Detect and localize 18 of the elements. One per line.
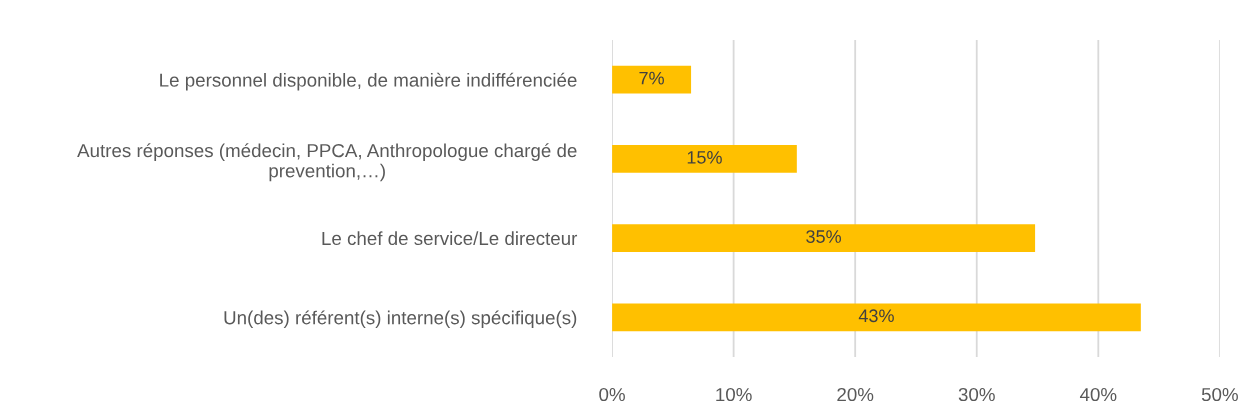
data-label: 15% <box>687 151 722 164</box>
bar <box>612 65 692 94</box>
x-tick-label: 40% <box>1079 387 1117 401</box>
data-label: 7% <box>639 71 664 85</box>
x-tick-label: 30% <box>958 387 995 401</box>
y-tick-label: Le personnel disponible, de manière indifférenciée <box>160 72 577 91</box>
bar <box>612 145 797 173</box>
y-tick-label: Autres réponses (médecin, PPCA, Anthropologue chargé de prevention,…) <box>77 143 577 182</box>
y-tick-label: Un(des) référent(s) interne(s) spécifique(s) <box>224 310 577 329</box>
bar <box>612 224 1036 252</box>
x-tick-label: 50% <box>1201 387 1238 401</box>
data-label: 35% <box>806 230 841 243</box>
bar <box>612 303 1141 332</box>
x-tick-label: 20% <box>837 387 874 401</box>
y-tick-label: Le chef de service/Le directeur <box>322 231 578 246</box>
x-tick-label: 0% <box>599 387 625 401</box>
x-tick-label: 10% <box>716 387 752 401</box>
data-label: 43% <box>858 309 894 323</box>
